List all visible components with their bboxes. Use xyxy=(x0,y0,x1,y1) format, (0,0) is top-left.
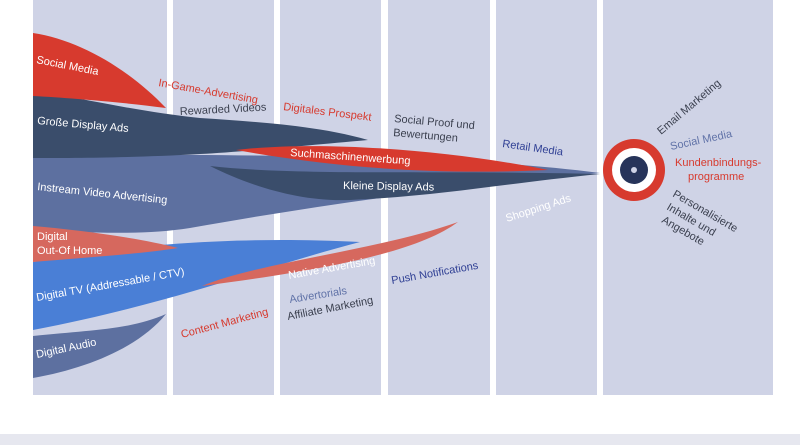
label-rewarded-videos: Rewarded Videos xyxy=(180,101,268,118)
streams xyxy=(33,33,600,378)
column-backgrounds xyxy=(33,0,773,395)
label-kundenbindung-line1: Kundenbindungs- xyxy=(675,157,762,169)
label-dooh-line2: Out-Of Home xyxy=(37,245,102,257)
column-4 xyxy=(388,0,490,395)
stream-suchmaschinenwerbung xyxy=(236,146,548,172)
stream-grosse-display-ads xyxy=(33,90,368,158)
target-center-dot xyxy=(631,167,637,173)
stream-kleine-display-ads xyxy=(210,166,600,201)
column-5 xyxy=(496,0,597,395)
label-dooh-line1: Digital xyxy=(37,231,68,243)
bottom-divider xyxy=(0,434,800,445)
target-symbol xyxy=(603,139,665,201)
stream-native-advertising xyxy=(202,222,458,286)
label-social-proof-line2: Bewertungen xyxy=(393,127,459,145)
stream-digital-tv xyxy=(33,240,360,330)
label-kundenbindung-line2: programme xyxy=(688,171,744,183)
stream-social-media xyxy=(33,33,166,108)
label-kleine-display-ads: Kleine Display Ads xyxy=(343,180,435,194)
stream-dooh xyxy=(33,226,178,262)
stream-digital-audio xyxy=(33,314,166,378)
